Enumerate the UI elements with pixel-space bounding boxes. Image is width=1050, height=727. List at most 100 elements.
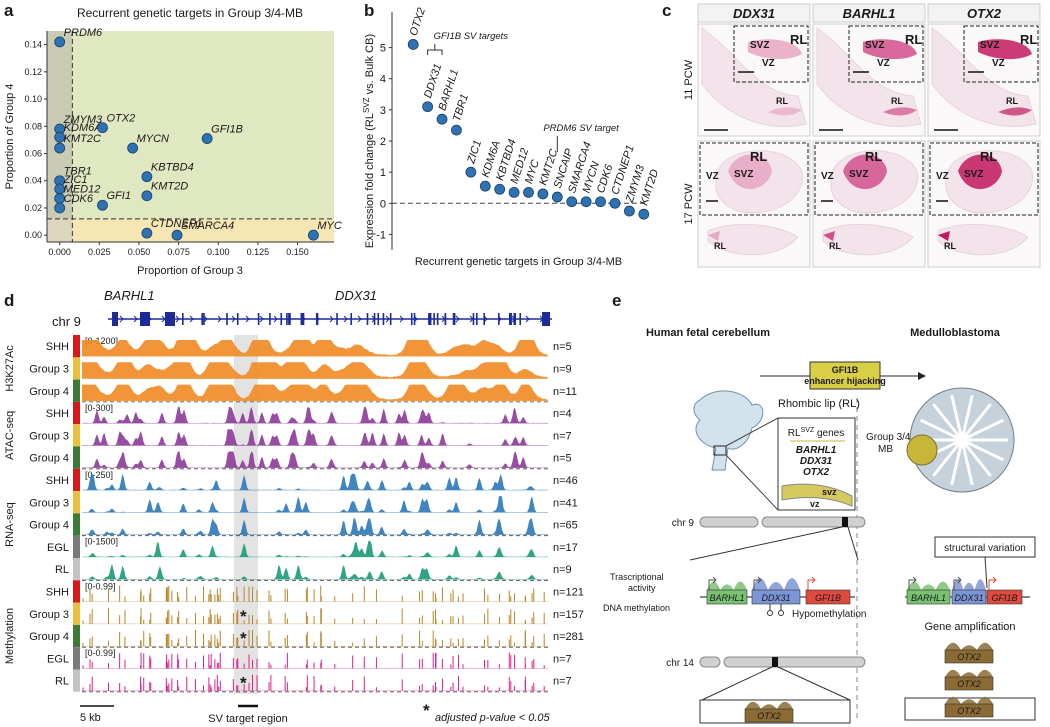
- rl-label: Rhombic lip (RL): [778, 398, 860, 410]
- strand-arrow: [217, 315, 222, 323]
- point-label: MED12: [64, 183, 101, 195]
- track-label: SHH: [46, 586, 69, 598]
- y-tick-label: 0.06: [24, 149, 42, 159]
- signal-area: [82, 406, 548, 424]
- region-label: RL: [980, 149, 997, 164]
- zoom-lines: [725, 417, 779, 511]
- gene-box-label: OTX2: [957, 679, 981, 689]
- significance-star: *: [240, 674, 247, 693]
- strand-arrow: [203, 315, 208, 323]
- folium: [960, 439, 992, 477]
- band: [842, 517, 848, 527]
- point: [54, 202, 66, 214]
- sample-count: n=5: [553, 341, 572, 353]
- y-tick-label: 0.04: [24, 176, 42, 186]
- significance-star: *: [240, 607, 247, 626]
- x-axis-label: Proportion of Group 3: [137, 265, 243, 277]
- strand-arrow: [483, 315, 488, 323]
- exon: [410, 313, 413, 325]
- folium: [960, 439, 974, 486]
- stage-label: 17 PCW: [683, 183, 695, 225]
- exon: [288, 313, 290, 325]
- track-label: Group 4: [29, 453, 69, 465]
- point-label: KDM6A: [64, 122, 102, 134]
- tissue-zone: [958, 154, 1002, 190]
- tissue: [707, 223, 799, 256]
- x-tick-label: 0.125: [247, 247, 270, 257]
- gene-box: [906, 589, 951, 605]
- y-tick-label: 4: [380, 74, 386, 86]
- strand-arrow: [259, 315, 264, 323]
- y-tick-label: 1: [380, 167, 386, 179]
- point: [171, 229, 183, 241]
- sample-bar: [73, 558, 80, 581]
- folium: [950, 394, 964, 441]
- exon: [226, 313, 228, 325]
- region-label: RL: [750, 149, 767, 164]
- strand-arrow: [147, 315, 152, 323]
- section-title: Medulloblastoma: [910, 327, 1001, 339]
- signal-area: [82, 496, 548, 513]
- region-label: SVZ: [964, 169, 983, 180]
- y-axis-label-sup: SVZ: [362, 97, 371, 113]
- point: [551, 191, 563, 203]
- sample-count: n=11: [553, 386, 577, 398]
- y-axis-label-part: vs. Bulk CB): [364, 34, 376, 98]
- assay-label: ATAC-seq: [4, 411, 16, 460]
- x-tick-label: 0.075: [167, 247, 190, 257]
- zoom-title-part: RL: [788, 428, 801, 439]
- point: [141, 227, 153, 239]
- exon: [350, 313, 353, 325]
- range-label: [0-0.99]: [85, 581, 116, 591]
- exon: [316, 313, 318, 325]
- chromosome: [723, 656, 866, 668]
- gene-box-label: GFI1B: [815, 593, 841, 603]
- exon: [413, 313, 416, 325]
- inset: [733, 25, 809, 83]
- annotation: GFI1B SV targets: [434, 31, 509, 42]
- region-label: RL: [905, 32, 922, 47]
- sv-label: structural variation: [944, 543, 1026, 554]
- zoom-lines: [701, 666, 851, 701]
- tissue-zone: [708, 231, 720, 241]
- strand-arrow: [273, 315, 278, 323]
- signal-area: [82, 362, 548, 379]
- sample-bar: [73, 669, 80, 692]
- gene-box: [944, 649, 994, 664]
- sample-count: n=121: [553, 586, 584, 598]
- inset: [814, 142, 924, 216]
- region-label: SVZ: [734, 169, 753, 180]
- region-label: SVZ: [849, 169, 868, 180]
- arrowhead: [918, 372, 926, 380]
- signal-area: [82, 451, 548, 468]
- gene-header: [927, 3, 1041, 23]
- strand-arrow: [287, 315, 292, 323]
- point: [307, 229, 319, 241]
- point-label: CTDNEP1: [151, 218, 202, 230]
- signal-area: [82, 384, 548, 401]
- zoom-gene: BARHL1: [796, 445, 837, 456]
- zoom-title-sup: SVZ: [801, 427, 815, 434]
- y-tick-label: 0.14: [24, 40, 42, 50]
- strand-arrow: [455, 315, 460, 323]
- point: [97, 122, 108, 134]
- section-title: Human fetal cerebellum: [646, 327, 770, 339]
- point: [201, 133, 213, 144]
- point-label: KBTBD4: [151, 162, 194, 174]
- track-label: SHH: [46, 341, 69, 353]
- y-tick-label: 0.02: [24, 203, 42, 213]
- region-label: SVZ: [865, 40, 884, 51]
- folium: [961, 438, 1005, 462]
- gene-box: [706, 589, 748, 605]
- exon: [476, 313, 478, 325]
- exon: [519, 313, 522, 325]
- exon: [301, 313, 304, 325]
- gene-box: [944, 676, 994, 691]
- point-label: ZMYM3: [63, 114, 103, 126]
- point: [537, 188, 549, 200]
- folium: [950, 439, 964, 486]
- methylation-label: DNA methylation: [603, 603, 670, 613]
- chart-title: Recurrent genetic targets in Group 3/4-M…: [77, 6, 303, 20]
- activity-peak: [945, 696, 993, 704]
- exon: [498, 313, 500, 325]
